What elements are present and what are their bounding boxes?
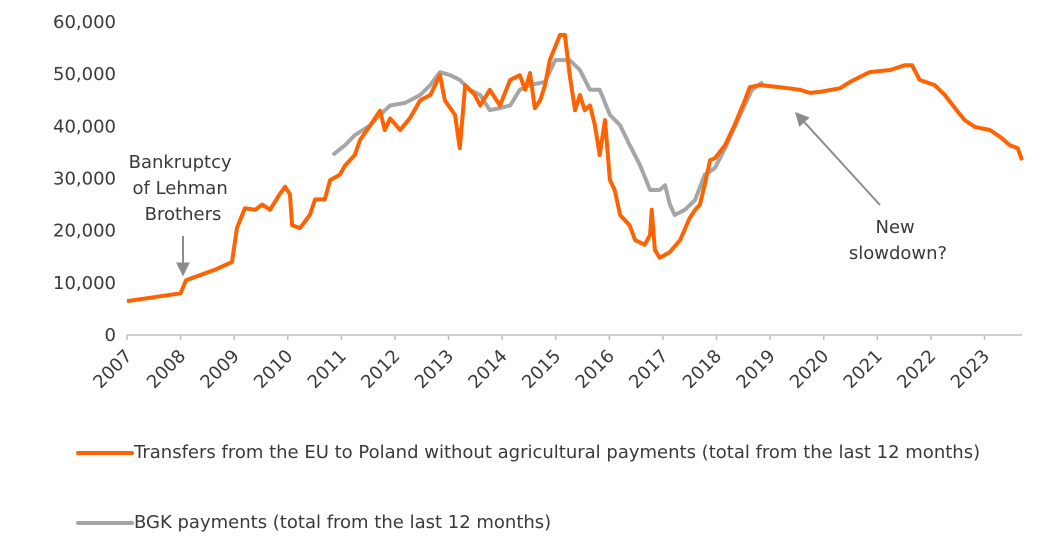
annotation-arrow bbox=[795, 111, 881, 206]
legend-key bbox=[76, 521, 134, 525]
annotation-line: New bbox=[876, 217, 915, 238]
y-tick-label: 20,000 bbox=[53, 221, 116, 242]
annotation-line: slowdown? bbox=[849, 243, 947, 264]
x-tick-label: 2018 bbox=[679, 346, 726, 393]
x-tick-label: 2009 bbox=[196, 346, 243, 393]
x-tick-label: 2010 bbox=[250, 346, 297, 393]
annotation-line: Brothers bbox=[145, 204, 222, 225]
series-line bbox=[331, 58, 765, 217]
x-tick-label: 2017 bbox=[625, 346, 672, 393]
x-tick-label: 2008 bbox=[143, 346, 190, 393]
annotation-line: Bankruptcy bbox=[129, 152, 232, 173]
series-line bbox=[126, 33, 1024, 304]
x-tick-label: 2012 bbox=[357, 346, 404, 393]
x-tick-label: 2016 bbox=[572, 346, 619, 393]
annotation: Bankruptcy of Lehman Brothers bbox=[129, 152, 238, 225]
y-tick-label: 40,000 bbox=[53, 116, 116, 137]
y-tick-label: 0 bbox=[105, 325, 116, 346]
x-tick-label: 2013 bbox=[411, 346, 458, 393]
legend-label: Transfers from the EU to Poland without … bbox=[134, 442, 981, 463]
legend-key bbox=[76, 451, 134, 455]
y-tick-label: 30,000 bbox=[53, 169, 116, 190]
x-tick-label: 2021 bbox=[840, 346, 887, 393]
y-tick-label: 60,000 bbox=[53, 12, 116, 33]
x-tick-label: 2014 bbox=[464, 346, 511, 393]
x-tick-label: 2007 bbox=[89, 346, 136, 393]
x-tick-label: 2022 bbox=[893, 346, 940, 393]
legend-item: BGK payments (total from the last 12 mon… bbox=[76, 510, 1026, 535]
legend-label: BGK payments (total from the last 12 mon… bbox=[134, 512, 552, 533]
x-tick-label: 2023 bbox=[947, 346, 994, 393]
y-tick-label: 10,000 bbox=[53, 273, 116, 294]
y-tick-label: 50,000 bbox=[53, 64, 116, 85]
annotation-line: of Lehman bbox=[133, 178, 228, 199]
chart: Bankruptcy of Lehman Brothers New slowdo… bbox=[53, 12, 1024, 393]
x-tick-label: 2011 bbox=[304, 346, 351, 393]
x-tick-label: 2015 bbox=[518, 346, 565, 393]
x-tick-label: 2020 bbox=[786, 346, 833, 393]
legend-item: Transfers from the EU to Poland without … bbox=[76, 440, 1026, 465]
x-tick-label: 2019 bbox=[732, 346, 779, 393]
annotation: New slowdown? bbox=[849, 217, 947, 264]
